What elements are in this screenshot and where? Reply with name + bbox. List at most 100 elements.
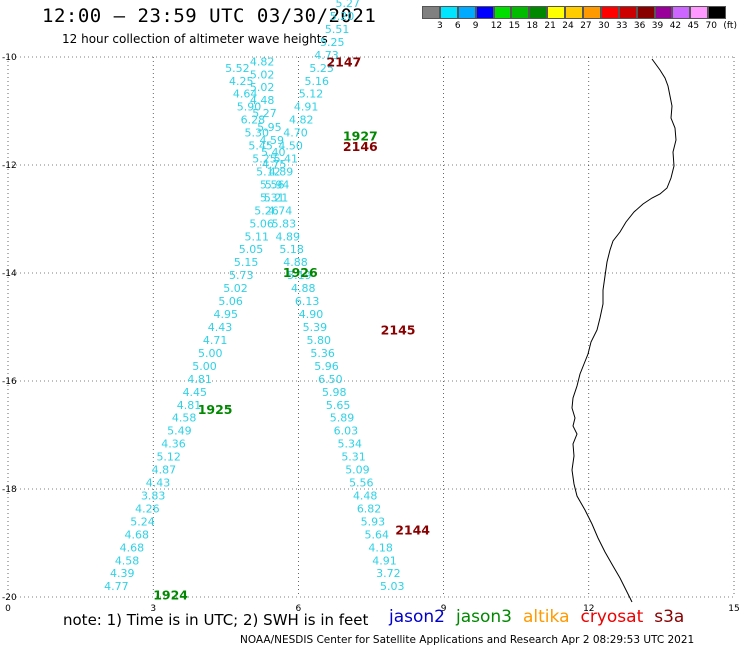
axis-tick-labels: 0 3 6 9 12 15 -10 -12 -14 -16 -18 -20: [2, 53, 740, 614]
satellite-name: cryosat: [580, 607, 644, 627]
wave-height-value: 4.50: [278, 140, 303, 153]
wave-height-value: 6.28: [241, 114, 266, 127]
wave-height-value: 5.40: [261, 146, 286, 159]
map-title: 12:00 – 23:59 UTC 03/30/2021: [42, 5, 377, 27]
legend-swatch: [672, 6, 691, 19]
wave-height-value: 5.26: [254, 204, 279, 217]
wave-height-value: 5.12: [299, 88, 324, 101]
legend-swatch: [583, 6, 601, 19]
wave-height-value: 5.11: [245, 230, 270, 243]
wave-height-value: 5.02: [250, 81, 275, 94]
satellite-name: s3a: [654, 607, 685, 627]
wave-height-value: 4.43: [146, 477, 171, 490]
y-tick-label: -18: [2, 485, 17, 495]
legend-swatches: [422, 6, 727, 19]
map-grid: [7, 56, 735, 598]
legend-labels: 3 6 9 12 15 18 21 24 27 30 33 36 39 42 45 70 (ft): [422, 19, 737, 33]
wave-height-value: 5.73: [229, 269, 254, 282]
legend-label: 9: [472, 21, 479, 31]
wave-height-value: 4.39: [110, 567, 135, 580]
satellite-name: jason2: [389, 607, 445, 627]
wave-height-value: 5.00: [192, 360, 217, 373]
legend-label: 3: [437, 21, 443, 31]
wave-height-value: 5.05: [239, 243, 264, 256]
wave-height-value: 5.80: [306, 334, 331, 347]
legend-label: 42: [669, 21, 682, 31]
wave-height-value: 5.02: [223, 282, 248, 295]
wave-height-value: 5.39: [303, 321, 328, 334]
pass-time-label: 1926: [283, 265, 318, 280]
legend-label: 27: [580, 21, 592, 31]
wave-height-value: 4.90: [299, 308, 324, 321]
legend-swatch: [690, 6, 709, 19]
legend-label: 15: [508, 21, 521, 31]
wave-height-value: 4.81: [187, 373, 212, 386]
wave-height-value: 5.25: [252, 153, 277, 166]
legend-swatch: [547, 6, 566, 19]
legend-swatch: [511, 6, 530, 19]
legend-swatch: [565, 6, 584, 19]
wave-height-value: 5.56: [349, 477, 374, 490]
wave-height-value: 4.77: [104, 580, 129, 593]
wave-height-value: 6.03: [334, 425, 359, 438]
wave-height-value: 4.58: [115, 554, 140, 567]
wave-height-value: 5.12: [156, 451, 181, 464]
y-tick-label: -20: [2, 593, 17, 603]
legend-swatch: [475, 6, 494, 19]
wave-height-value: 4.64: [233, 88, 258, 101]
wave-height-value: 4.73: [314, 49, 339, 62]
pass-time-label: 2147: [326, 54, 361, 69]
wave-height-value: 4.95: [214, 308, 239, 321]
y-tick-label: -10: [2, 53, 17, 63]
x-tick-label: 6: [296, 604, 302, 614]
legend-label: 36: [633, 21, 646, 31]
wave-height-value: 5.25: [320, 36, 345, 49]
wave-height-value: 5.89: [330, 412, 355, 425]
wave-height-value: 4.18: [368, 541, 393, 554]
wave-height-value: 5.52: [225, 62, 250, 75]
wave-height-value: 6.13: [295, 295, 320, 308]
legend-swatch: [422, 6, 440, 19]
wave-height-value: 5.83: [272, 217, 297, 230]
wave-height-value: 5.51: [325, 23, 350, 36]
wave-height-value: 6.82: [357, 502, 382, 515]
wave-height-value: 3.83: [141, 489, 166, 502]
coastline: [571, 58, 677, 603]
wave-height-value: 5.36: [310, 347, 335, 360]
wave-height-value: 4.89: [269, 165, 294, 178]
wave-height-value: 4.91: [294, 101, 319, 114]
y-tick-label: -14: [2, 269, 17, 279]
pass-time-label: 1925: [198, 402, 233, 417]
legend-label: 6: [454, 21, 461, 31]
wave-height-value: 4.26: [135, 502, 160, 515]
wave-height-value: 4.70: [283, 127, 308, 140]
wave-height-value: 4.75: [262, 158, 287, 171]
wave-height-value: 5.49: [167, 425, 192, 438]
wave-height-value: 4.48: [353, 489, 378, 502]
pass-time-label: 1927: [343, 128, 378, 143]
legend-swatch: [493, 6, 512, 19]
wave-height-value: 5.96: [314, 360, 339, 373]
wave-height-value: 5.00: [198, 347, 223, 360]
wave-height-value: 5.31: [260, 191, 285, 204]
wave-height-value: 4.68: [120, 541, 145, 554]
wave-height-value: 4.74: [268, 204, 293, 217]
wave-height-value: 4.48: [250, 94, 275, 107]
x-tick-label: 0: [5, 604, 11, 614]
map-subtitle: 12 hour collection of altimeter wave hei…: [62, 32, 328, 46]
wave-height-value: 4.82: [250, 55, 275, 68]
wave-height-value: 5.16: [305, 75, 330, 88]
legend-swatch: [654, 6, 673, 19]
wave-height-value: 5.93: [361, 515, 386, 528]
y-tick-label: -16: [2, 377, 17, 387]
wave-height-value: 5.09: [345, 464, 370, 477]
wave-height-value: 5.56: [260, 178, 285, 191]
wave-height-value: 5.27: [336, 0, 361, 10]
wave-height-color-legend: 3 6 9 12 15 18 21 24 27 30 33 36 39 42 45 70 (ft): [422, 6, 737, 33]
legend-swatch: [636, 6, 655, 19]
wave-height-value: 4.89: [276, 230, 301, 243]
wave-height-value: 5.12: [256, 165, 281, 178]
y-tick-label: -12: [2, 161, 17, 171]
legend-swatch: [529, 6, 548, 19]
